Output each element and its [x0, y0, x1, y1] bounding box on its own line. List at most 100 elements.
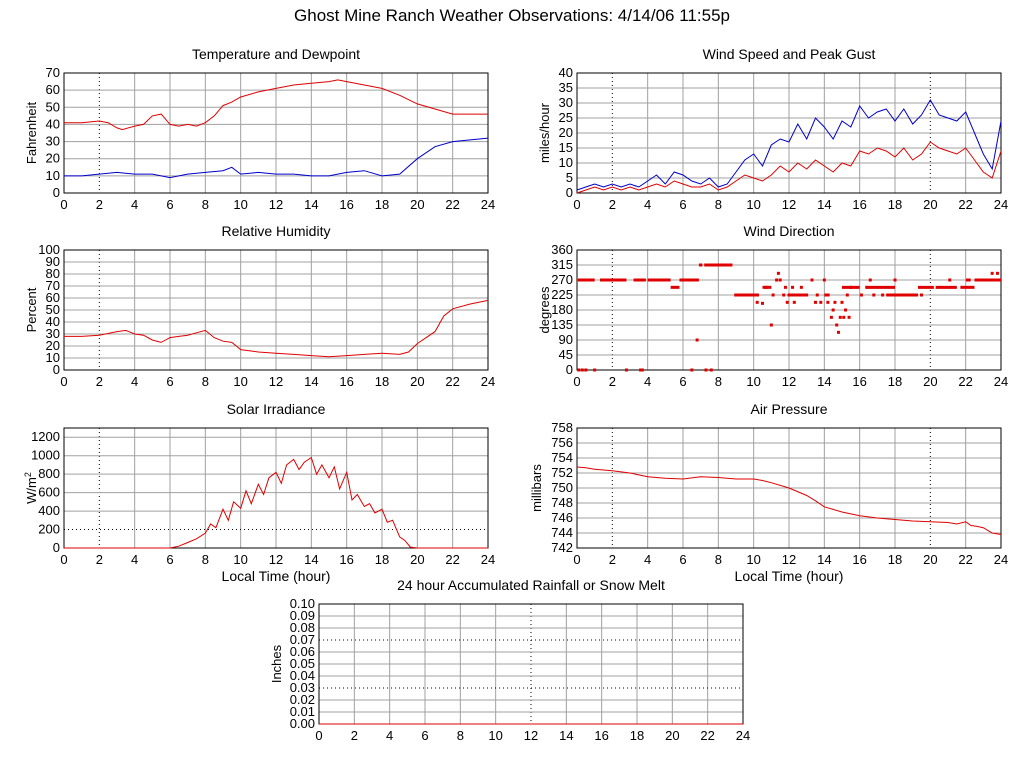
y-tick-label: 0.01 [290, 704, 315, 719]
x-tick-label: 22 [958, 552, 972, 567]
y-tick-label: 40 [46, 116, 60, 131]
x-tick-label: 22 [445, 374, 459, 389]
y-tick-label: 0.06 [290, 644, 315, 659]
x-tick-label: 0 [573, 552, 580, 567]
x-tick-label: 16 [852, 374, 866, 389]
y-tick-label: 270 [551, 272, 573, 287]
y-axis-label: degrees [537, 286, 552, 333]
data-point [624, 368, 628, 372]
x-tick-label: 24 [481, 374, 495, 389]
y-tick-label: 25 [559, 110, 573, 125]
x-tick-label: 4 [644, 374, 651, 389]
x-tick-label: 12 [782, 552, 796, 567]
x-axis-label: Local Time (hour) [735, 568, 844, 584]
y-axis-label: Fahrenheit [24, 102, 39, 165]
series-line [576, 99, 1002, 191]
y-tick-label: 200 [38, 522, 60, 537]
y-tick-label: 50 [46, 99, 60, 114]
y-axis-label: millibars [529, 464, 544, 512]
x-tick-label: 20 [410, 552, 424, 567]
data-point [849, 285, 853, 289]
data-point [814, 300, 817, 304]
data-point [987, 278, 991, 282]
x-tick-label: 22 [958, 374, 972, 389]
y-tick-label: 1200 [31, 429, 60, 444]
x-tick-label: 2 [96, 374, 103, 389]
data-point [819, 300, 823, 304]
x-tick-label: 24 [481, 552, 495, 567]
y-axis-label-sup: 2 [23, 472, 33, 477]
y-tick-label: 360 [551, 242, 573, 257]
y-tick-label: 40 [559, 65, 573, 80]
chart-title: Air Pressure [750, 401, 827, 417]
chart-title: Wind Direction [743, 223, 834, 239]
x-tick-label: 4 [644, 552, 651, 567]
y-tick-label: 5 [566, 170, 573, 185]
y-tick-label: 180 [551, 302, 573, 317]
x-tick-label: 10 [746, 374, 760, 389]
y-tick-label: 60 [46, 290, 60, 305]
x-tick-label: 0 [573, 374, 580, 389]
x-tick-label: 6 [679, 552, 686, 567]
y-tick-label: 0.03 [290, 680, 315, 695]
x-tick-label: 4 [386, 728, 393, 743]
x-axis-label: Local Time (hour) [222, 568, 331, 584]
x-tick-label: 12 [782, 197, 796, 212]
y-tick-label: 15 [559, 140, 573, 155]
y-tick-label: 0.07 [290, 632, 315, 647]
x-tick-label: 18 [888, 552, 902, 567]
data-point [845, 293, 849, 297]
data-point [775, 278, 779, 282]
x-tick-label: 10 [746, 197, 760, 212]
data-point [709, 368, 713, 372]
chart-wdir: 0 2 4 6 8 10 12 14 16 18 20 22 240459013518022527031… [537, 223, 1008, 389]
x-tick-label: 2 [609, 197, 616, 212]
data-point [995, 271, 999, 275]
x-tick-label: 24 [481, 197, 495, 212]
plot-frame [63, 249, 489, 371]
chart-solar: 0 2 4 6 8 10 12 14 16 18 20 22 240200400600800100012… [23, 401, 495, 584]
data-point [792, 300, 796, 304]
x-tick-label: 2 [351, 728, 358, 743]
x-tick-label: 16 [339, 197, 353, 212]
x-tick-label: 22 [445, 552, 459, 567]
x-tick-label: 16 [339, 552, 353, 567]
x-tick-label: 16 [852, 197, 866, 212]
y-tick-label: 10 [46, 168, 60, 183]
y-tick-label: 0 [53, 362, 60, 377]
x-tick-label: 6 [166, 552, 173, 567]
data-point [833, 300, 837, 304]
y-tick-label: 10 [46, 350, 60, 365]
data-point [840, 300, 844, 304]
x-tick-label: 4 [131, 552, 138, 567]
data-point [836, 330, 840, 334]
x-tick-label: 8 [715, 552, 722, 567]
x-tick-label: 2 [609, 552, 616, 567]
data-point [639, 368, 643, 372]
y-tick-label: 60 [46, 82, 60, 97]
y-tick-label: 756 [551, 435, 573, 450]
x-tick-label: 6 [421, 728, 428, 743]
x-tick-label: 10 [233, 197, 247, 212]
x-tick-label: 0 [60, 197, 67, 212]
data-point [842, 315, 846, 319]
series-line [576, 141, 1002, 194]
chart-title: Temperature and Dewpoint [192, 46, 360, 62]
y-tick-label: 754 [551, 450, 573, 465]
data-point [859, 293, 863, 297]
y-axis-label: W/m2 [23, 472, 39, 504]
chart-wind: 0 2 4 6 8 10 12 14 16 18 20 22 240510152025303540Win… [537, 46, 1008, 212]
data-point [847, 315, 851, 319]
y-tick-label: 0.09 [290, 608, 315, 623]
x-tick-label: 24 [994, 374, 1008, 389]
chart-rh: 0 2 4 6 8 10 12 14 16 18 20 22 240102030405060708090… [24, 223, 495, 389]
data-point [838, 315, 842, 319]
x-tick-label: 4 [131, 197, 138, 212]
data-point [764, 285, 768, 289]
y-tick-label: 0.02 [290, 692, 315, 707]
chart-title: Relative Humidity [222, 223, 331, 239]
data-point [796, 293, 800, 297]
y-tick-label: 758 [551, 420, 573, 435]
y-tick-label: 100 [38, 242, 60, 257]
x-tick-label: 18 [888, 197, 902, 212]
